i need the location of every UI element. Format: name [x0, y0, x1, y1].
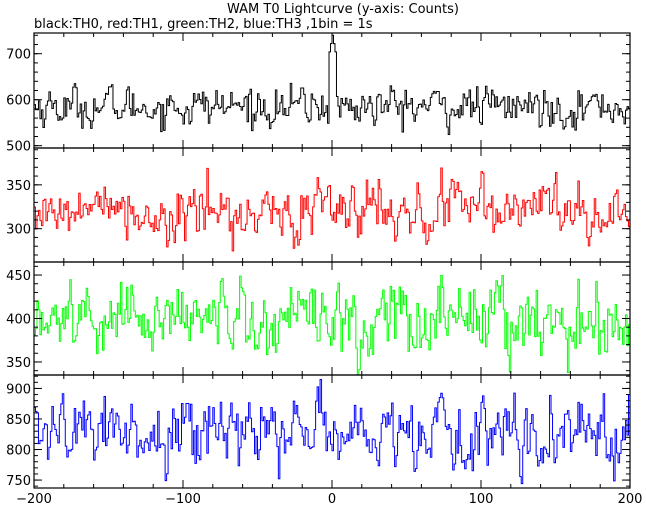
chart-subtitle: black:TH0, red:TH1, green:TH2, blue:TH3 …	[34, 17, 373, 32]
y-tick-label: 700	[6, 48, 31, 63]
chart-title: WAM T0 Lightcurve (y-axis: Counts)	[227, 2, 459, 17]
y-tick-label: 500	[6, 140, 31, 155]
series-line-th0	[34, 34, 630, 135]
y-tick-label: 600	[6, 94, 31, 109]
series-line-th1	[34, 167, 630, 252]
y-tick-label: 350	[6, 356, 31, 371]
series-line-th2	[34, 275, 630, 375]
x-tick-label: 0	[328, 492, 336, 505]
series-line-th3	[34, 379, 630, 485]
y-tick-label: 900	[6, 382, 31, 397]
panels: 500 600 700 300 350 350 400 450 750 800 850 900	[6, 32, 631, 489]
panel-th1: 300 350	[6, 147, 631, 263]
y-tick-label: 350	[6, 179, 31, 194]
panel-th3: 750 800 850 900	[6, 374, 631, 489]
y-tick-label: 800	[6, 444, 31, 459]
x-axis: −200 −100 0 100 200	[16, 492, 642, 505]
panel-th2: 350 400 450	[6, 261, 631, 376]
x-tick-label: 100	[469, 492, 494, 505]
y-tick-label: 400	[6, 313, 31, 328]
panel-frame	[33, 374, 631, 489]
y-tick-label: 850	[6, 413, 31, 428]
panel-frame	[33, 32, 631, 149]
x-tick-label: −200	[16, 492, 52, 505]
y-tick-label: 300	[6, 223, 31, 238]
x-tick-label: 200	[618, 492, 643, 505]
y-tick-label: 750	[6, 474, 31, 489]
y-tick-label: 450	[6, 269, 31, 284]
panel-th0: 500 600 700	[6, 32, 631, 155]
x-tick-label: −100	[165, 492, 201, 505]
